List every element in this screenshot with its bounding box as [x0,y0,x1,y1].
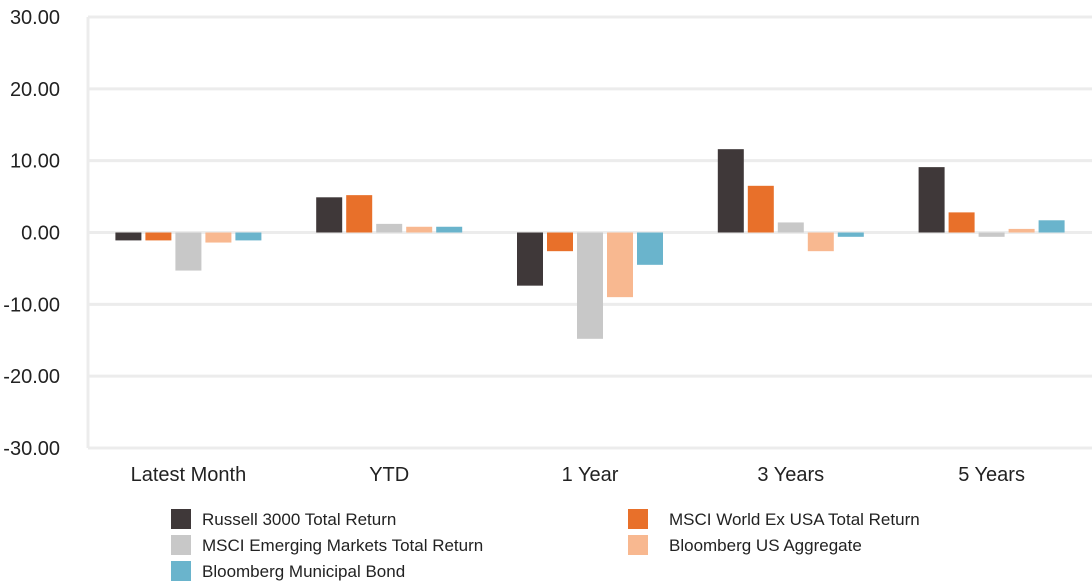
bar-1-4 [717,149,744,233]
x-category-label: 1 Year [562,464,619,486]
bar-1-1 [115,232,142,241]
bar-3-3 [577,232,603,339]
x-axis-categories: Latest Month YTD 1 Year 3 Years 5 Years [131,464,1025,486]
bar-4-3 [607,232,633,298]
x-category-label: YTD [369,464,409,486]
x-category-label: 5 Years [958,464,1025,486]
legend: Russell 3000 Total Return MSCI World Ex U… [171,509,920,581]
bar-5-1 [235,232,262,241]
legend-swatch [171,535,191,555]
bar-3-1 [175,232,202,271]
bar-5-2 [436,226,463,233]
legend-swatch [171,509,191,529]
bar-4-4 [807,232,834,252]
bar-3-5 [978,232,1005,237]
bar-3-2 [376,223,403,233]
bar-2-4 [747,185,774,233]
x-category-label: Latest Month [131,464,247,486]
bar-1-3 [517,232,543,286]
bar-2-2 [346,195,373,233]
bar-4-2 [406,226,433,233]
y-tick-label: 30.00 [10,7,60,29]
x-category-label: 3 Years [757,464,824,486]
bar-4-5 [1008,228,1035,233]
legend-label: MSCI Emerging Markets Total Return [202,536,483,555]
legend-swatch [628,509,648,529]
y-tick-label: -20.00 [3,366,60,388]
bar-5-5 [1038,220,1065,233]
bar-2-3 [547,232,573,252]
bars [115,149,1065,339]
y-axis-ticks: 30.00 20.00 10.00 0.00 -10.00 -20.00 -30.00 [3,7,60,460]
legend-label: Bloomberg Municipal Bond [202,562,405,581]
y-tick-label: -10.00 [3,294,60,316]
bar-5-3 [637,232,663,265]
bar-4-1 [205,232,232,243]
legend-label: Russell 3000 Total Return [202,510,396,529]
bar-3-4 [777,222,804,233]
legend-label: MSCI World Ex USA Total Return [669,510,920,529]
bar-5-4 [837,232,864,237]
y-tick-label: 0.00 [21,223,60,245]
legend-swatch [171,561,191,581]
y-tick-label: 10.00 [10,151,60,173]
bar-2-1 [145,232,172,241]
legend-swatch [628,535,648,555]
bar-2-5 [948,212,975,233]
bar-1-2 [316,197,343,233]
y-tick-label: 20.00 [10,79,60,101]
bar-1-5 [918,167,945,233]
y-tick-label: -30.00 [3,438,60,460]
legend-label: Bloomberg US Aggregate [669,536,862,555]
